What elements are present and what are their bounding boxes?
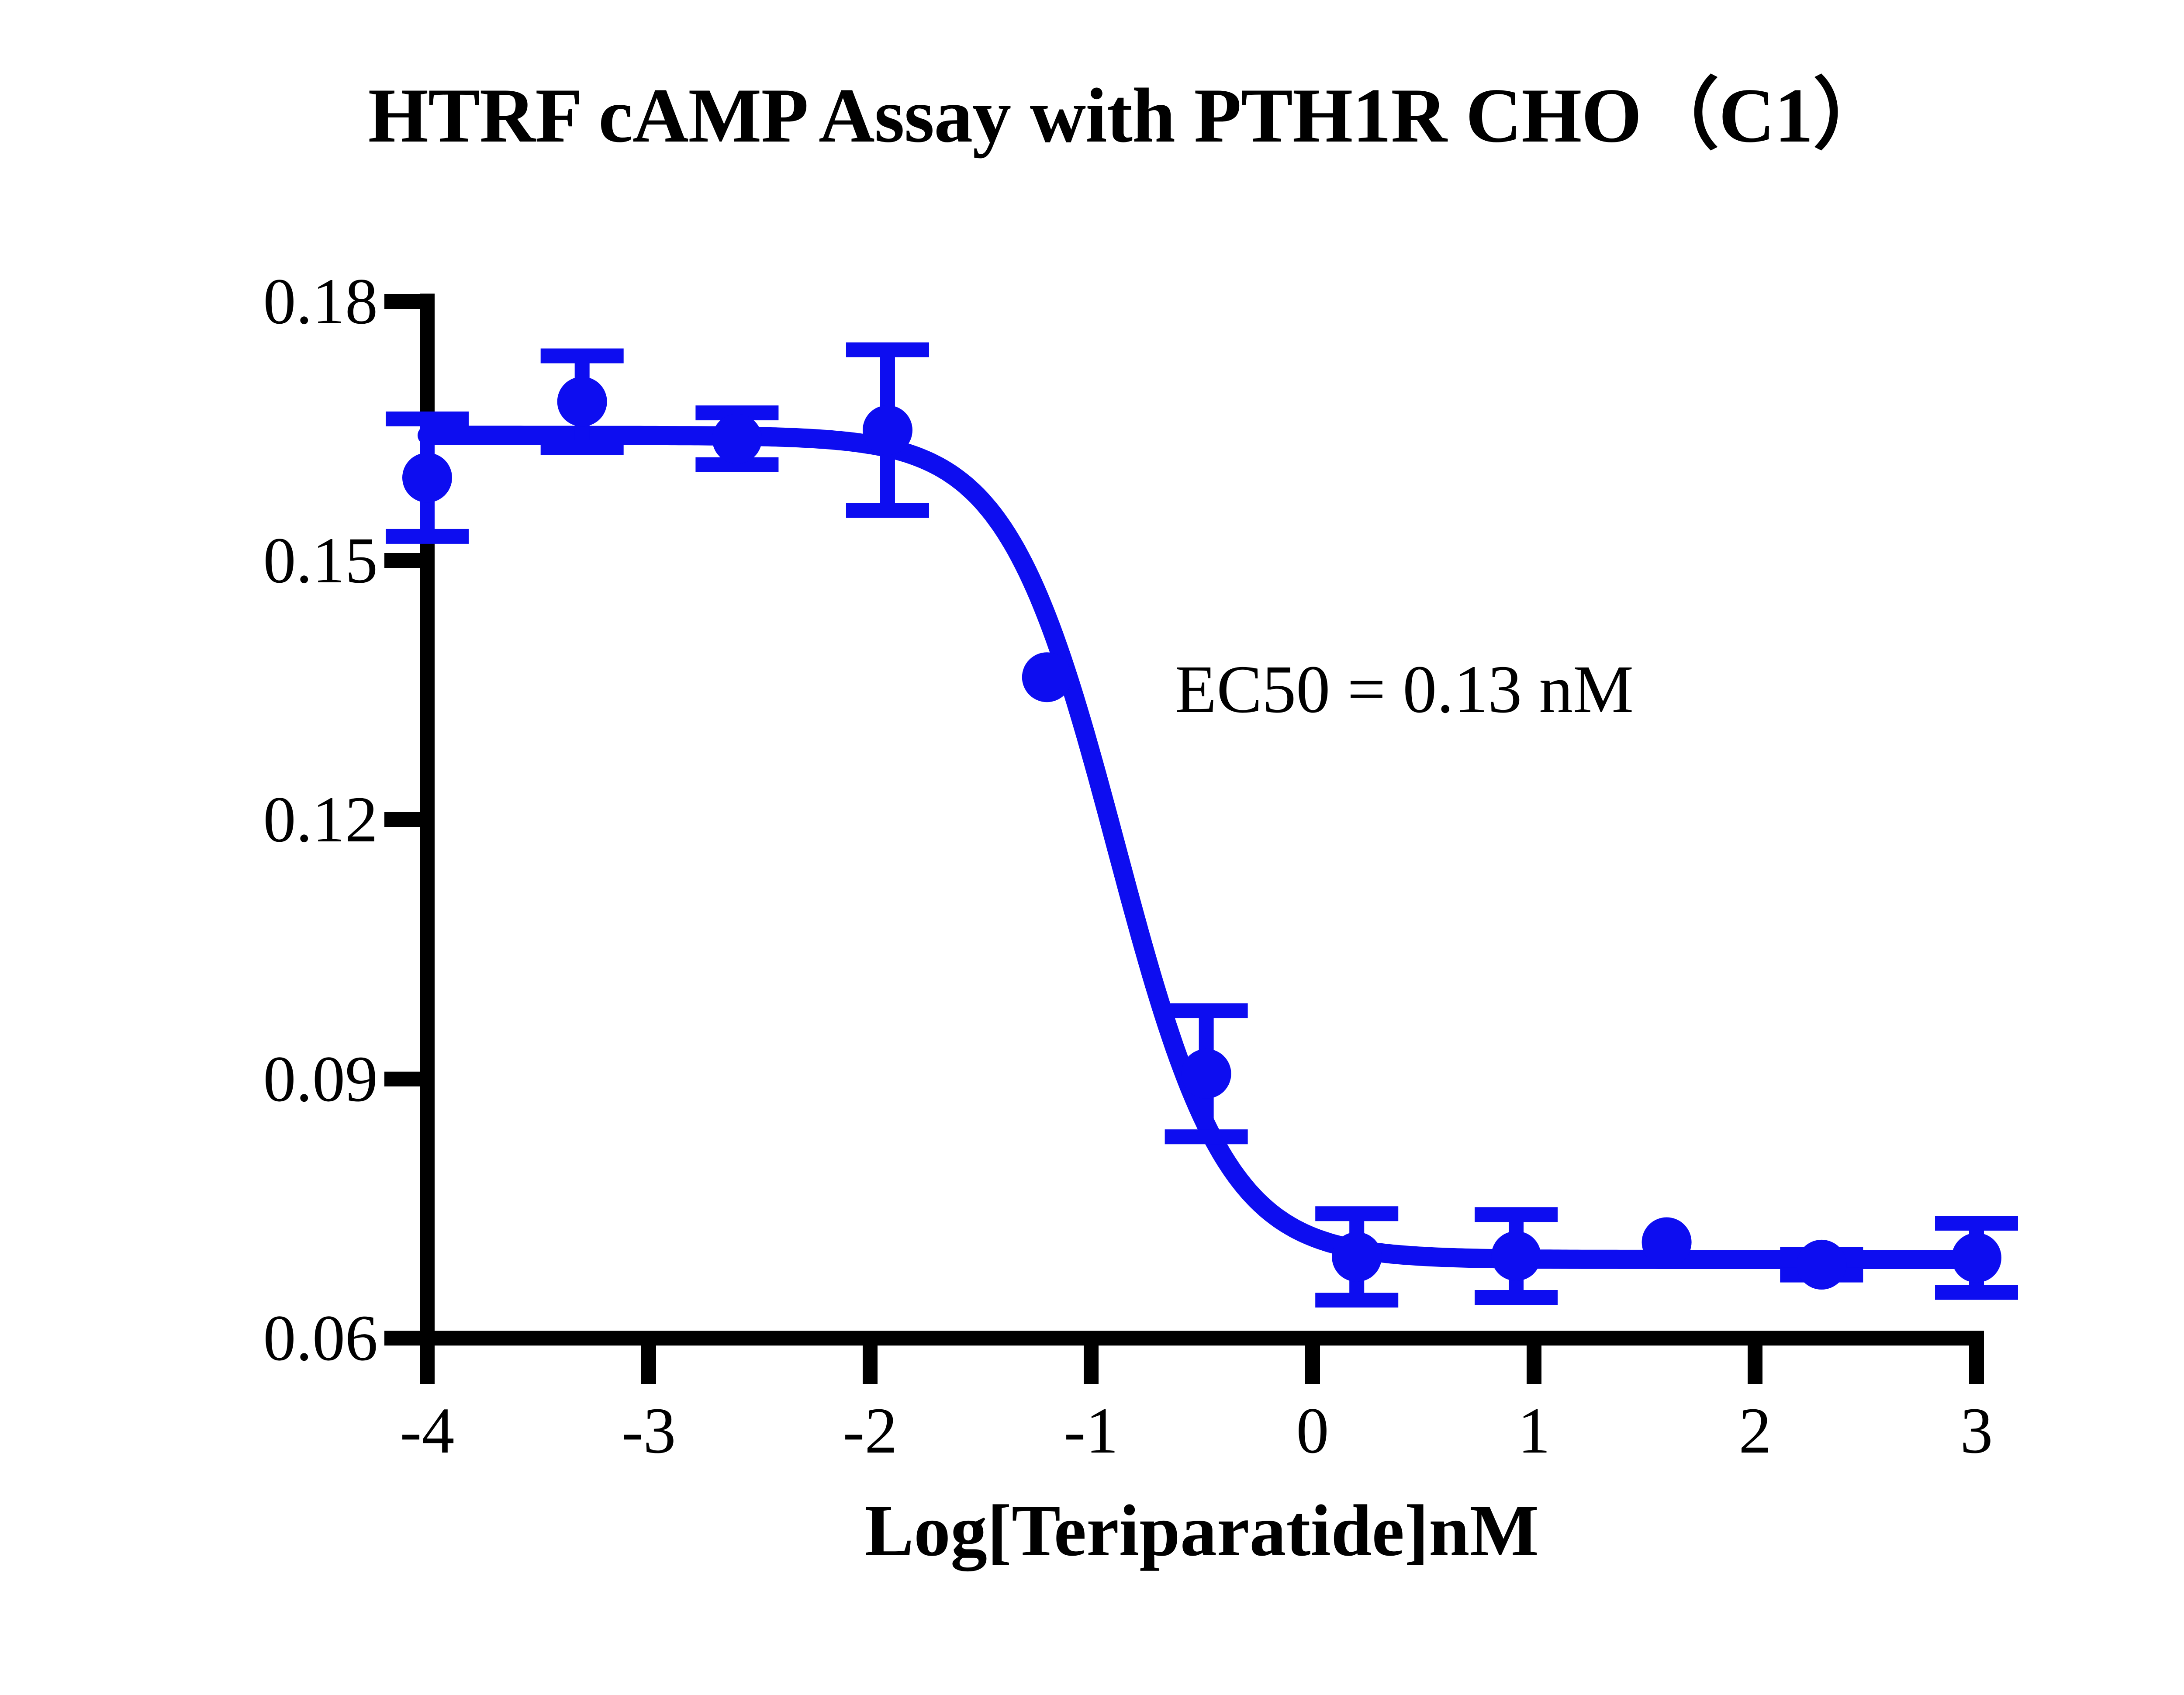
x-tick-label: -4 [400, 1394, 455, 1467]
x-axis-title: Log[Teriparatide]nM [864, 1490, 1539, 1571]
data-point [712, 414, 762, 464]
data-point [557, 377, 607, 427]
error-bars [386, 342, 2018, 1308]
data-point [402, 453, 452, 503]
x-tick-marks [420, 1338, 1984, 1384]
y-tick-label: 0.12 [263, 783, 378, 856]
page-title: HTRF cAMP Assay with PTH1R CHO（C1） [368, 72, 1891, 159]
y-tick-label: 0.06 [263, 1302, 378, 1374]
ec50-annotation: EC50 = 0.13 nM [1175, 651, 1634, 727]
x-tick-label: 1 [1517, 1394, 1551, 1467]
data-point [1022, 652, 1072, 702]
data-point [1952, 1233, 2001, 1283]
y-tick-label: 0.18 [263, 265, 378, 338]
x-tick-label: 2 [1738, 1394, 1772, 1467]
y-tick-label: 0.15 [263, 524, 378, 597]
data-points [402, 377, 2001, 1290]
x-tick-label: -1 [1064, 1394, 1119, 1467]
data-point [1641, 1217, 1692, 1267]
x-tick-label: 3 [1960, 1394, 1993, 1467]
data-point [1797, 1239, 1847, 1290]
data-point [862, 405, 912, 455]
data-point [1491, 1231, 1541, 1281]
y-tick-label: 0.09 [263, 1043, 378, 1115]
data-point [1332, 1232, 1382, 1282]
data-point [1181, 1048, 1231, 1099]
x-tick-label: 0 [1296, 1394, 1329, 1467]
x-tick-label: -3 [621, 1394, 676, 1467]
x-tick-label: -2 [843, 1394, 898, 1467]
